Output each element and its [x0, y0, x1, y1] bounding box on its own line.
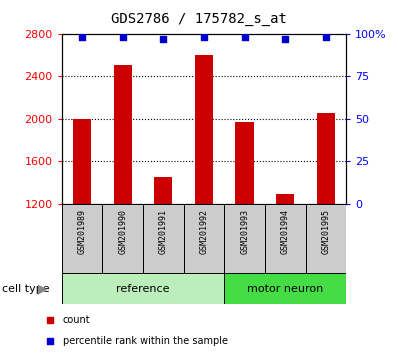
- Point: [242, 34, 248, 40]
- Bar: [276, 194, 295, 204]
- Bar: [224, 273, 346, 304]
- Text: GDS2786 / 175782_s_at: GDS2786 / 175782_s_at: [111, 12, 287, 27]
- Bar: [265, 204, 306, 273]
- Bar: [224, 204, 265, 273]
- Point: [47, 317, 53, 323]
- Text: motor neuron: motor neuron: [247, 284, 324, 293]
- Point: [160, 36, 166, 41]
- Point: [47, 338, 53, 344]
- Bar: [73, 119, 91, 204]
- Text: percentile rank within the sample: percentile rank within the sample: [62, 336, 228, 346]
- Text: GSM201995: GSM201995: [322, 209, 330, 254]
- Bar: [143, 204, 183, 273]
- Point: [282, 36, 289, 41]
- Text: GSM201992: GSM201992: [199, 209, 209, 254]
- Bar: [183, 204, 224, 273]
- Point: [201, 34, 207, 40]
- Text: count: count: [62, 315, 90, 325]
- Bar: [62, 273, 224, 304]
- Text: reference: reference: [116, 284, 170, 293]
- Text: GSM201989: GSM201989: [78, 209, 86, 254]
- Bar: [195, 55, 213, 204]
- Text: GSM201991: GSM201991: [159, 209, 168, 254]
- Point: [119, 34, 126, 40]
- Bar: [306, 204, 346, 273]
- Point: [323, 34, 329, 40]
- Bar: [236, 122, 254, 204]
- Text: GSM201994: GSM201994: [281, 209, 290, 254]
- Bar: [102, 204, 143, 273]
- Bar: [62, 204, 102, 273]
- Bar: [154, 177, 172, 204]
- Text: GSM201993: GSM201993: [240, 209, 249, 254]
- Text: cell type: cell type: [2, 284, 50, 293]
- Text: ▶: ▶: [38, 282, 48, 295]
- Text: GSM201990: GSM201990: [118, 209, 127, 254]
- Bar: [113, 65, 132, 204]
- Point: [79, 34, 85, 40]
- Bar: [317, 113, 335, 204]
